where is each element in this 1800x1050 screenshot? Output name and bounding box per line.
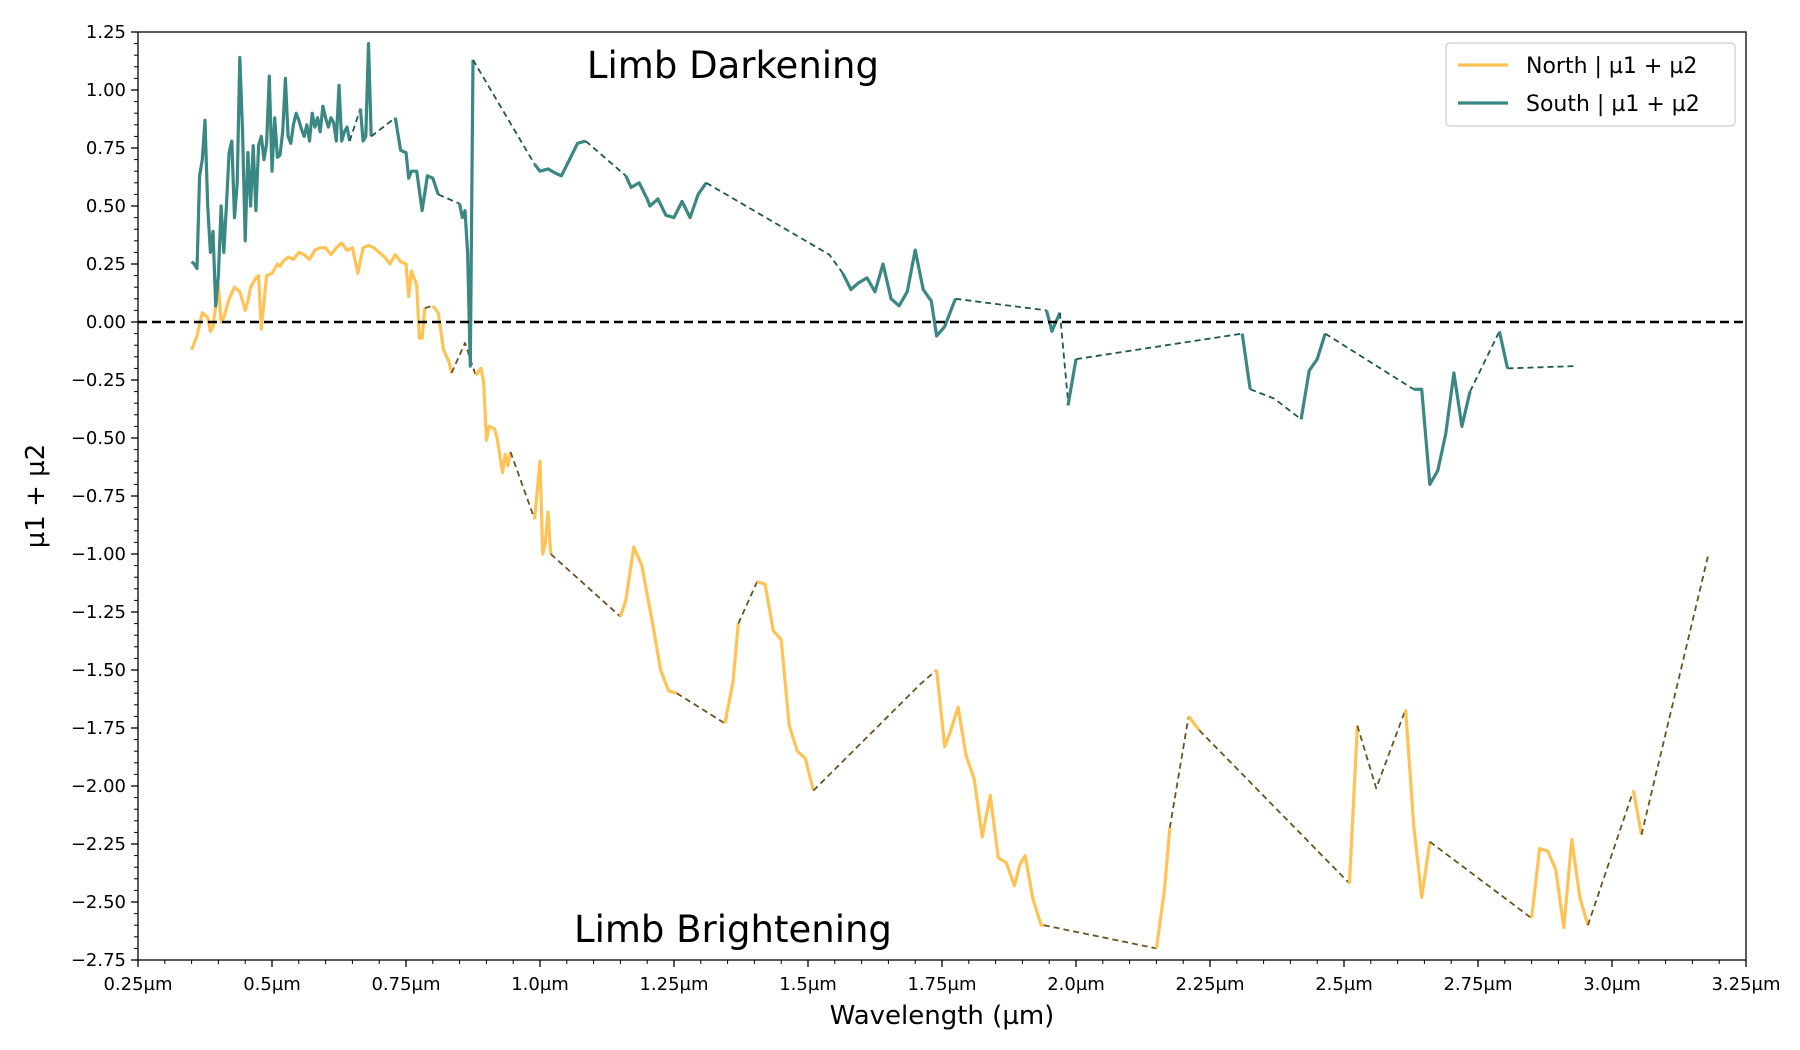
north-solid-segment xyxy=(190,241,427,351)
x-tick-label: 2.25µm xyxy=(1175,974,1244,995)
south-dashed-segment xyxy=(1324,332,1415,391)
north-solid-segment xyxy=(474,366,513,475)
y-tick-label: −2.50 xyxy=(71,892,126,913)
x-tick-label: 1.5µm xyxy=(779,974,837,995)
north-dashed-segment xyxy=(1429,840,1533,919)
south-solid-segment xyxy=(190,55,352,308)
south-solid-segment xyxy=(393,117,440,213)
north-solid-segment xyxy=(1631,790,1644,835)
legend-entry-south: South | µ1 + µ2 xyxy=(1526,92,1700,117)
north-dashed-segment xyxy=(1587,790,1635,926)
south-dashed-segment xyxy=(585,140,627,177)
south-solid-segment xyxy=(1066,358,1078,406)
north-dashed-segment xyxy=(737,581,758,624)
north-dashed-segment xyxy=(509,451,536,520)
y-tick-label: −0.75 xyxy=(71,486,126,507)
north-dashed-segment xyxy=(812,669,938,792)
x-tick-label: 0.75µm xyxy=(371,974,440,995)
legend: North | µ1 + µ2 South | µ1 + µ2 xyxy=(1445,42,1736,127)
y-tick-label: −2.25 xyxy=(71,834,126,855)
north-dashed-segment xyxy=(1043,924,1157,950)
north-solid-segment xyxy=(431,304,454,374)
north-solid-segment xyxy=(533,459,553,556)
x-tick-label: 2.5µm xyxy=(1315,974,1373,995)
south-solid-segment xyxy=(1240,333,1252,390)
north-solid-segment xyxy=(1530,837,1590,930)
y-tick-label: −1.00 xyxy=(71,544,126,565)
south-solid-segment xyxy=(841,248,957,338)
north-solid-segment xyxy=(756,580,815,791)
y-tick-label: 0.00 xyxy=(86,312,126,333)
north-solid-segment xyxy=(1404,709,1432,900)
x-tick-label: 1.0µm xyxy=(511,974,569,995)
south-dashed-segment xyxy=(1075,332,1243,360)
y-tick-label: −0.50 xyxy=(71,428,126,449)
north-solid-segment xyxy=(1187,715,1201,732)
north-solid-segment xyxy=(723,623,740,724)
y-tick-label: 0.75 xyxy=(86,138,126,159)
south-dashed-segment xyxy=(1249,388,1302,421)
x-axis: 0.25µm 0.5µm 0.75µm 1.0µm 1.25µm 1.5µm 1.75µm 2… xyxy=(103,960,1781,995)
south-dashed-segment xyxy=(370,117,396,138)
north-dashed-segment xyxy=(1198,729,1351,885)
x-tick-label: 0.25µm xyxy=(103,974,172,995)
y-tick-label: −0.25 xyxy=(71,370,126,391)
annotation-limb-brightening: Limb Brightening xyxy=(574,908,892,951)
south-dashed-segment xyxy=(705,182,844,274)
south-solid-segment xyxy=(1044,309,1062,333)
y-tick-label: 0.50 xyxy=(86,196,126,217)
south-dashed-segment xyxy=(437,193,460,205)
plot-frame xyxy=(137,31,1747,961)
north-dashed-segment xyxy=(1356,709,1407,790)
y-tick-label: −2.00 xyxy=(71,776,126,797)
north-dashed-segment xyxy=(550,553,622,618)
south-dashed-segment xyxy=(472,59,536,165)
x-tick-label: 3.0µm xyxy=(1583,974,1641,995)
north-solid-segment xyxy=(1347,725,1359,884)
x-tick-label: 1.75µm xyxy=(907,974,976,995)
series-south xyxy=(190,41,1575,486)
south-solid-segment xyxy=(358,41,373,143)
south-solid-segment xyxy=(1413,371,1472,486)
south-dashed-segment xyxy=(955,297,1047,312)
south-dashed-segment xyxy=(1469,330,1501,392)
x-tick-label: 0.5µm xyxy=(243,974,301,995)
x-tick-label: 2.0µm xyxy=(1047,974,1105,995)
south-dashed-segment xyxy=(1059,312,1069,401)
north-dashed-segment xyxy=(450,341,477,376)
series-north xyxy=(190,241,1710,950)
south-dashed-segment xyxy=(348,108,362,142)
y-tick-label: −1.50 xyxy=(71,660,126,681)
x-tick-label: 2.75µm xyxy=(1443,974,1512,995)
north-dashed-segment xyxy=(424,304,434,309)
legend-box xyxy=(1445,42,1736,127)
south-dashed-segment xyxy=(1507,365,1575,370)
north-solid-segment xyxy=(1154,827,1172,949)
x-tick-label: 1.25µm xyxy=(639,974,708,995)
south-solid-segment xyxy=(1497,330,1510,369)
annotation-limb-darkening: Limb Darkening xyxy=(587,44,879,87)
y-axis-label: µ1 + µ2 xyxy=(21,444,51,548)
north-dashed-segment xyxy=(1168,716,1190,828)
y-axis: 1.25 1.00 0.75 0.50 0.25 0.00 −0.25 −0.50 −0.75 −… xyxy=(71,22,138,971)
y-tick-label: 1.25 xyxy=(86,22,126,43)
north-dashed-segment xyxy=(1640,553,1710,835)
north-solid-segment xyxy=(935,669,1044,927)
south-solid-segment xyxy=(533,139,587,178)
y-tick-label: 1.00 xyxy=(86,80,126,101)
x-axis-label: Wavelength (µm) xyxy=(830,1001,1055,1031)
south-solid-segment xyxy=(624,175,708,220)
x-tick-label: 3.25µm xyxy=(1711,974,1780,995)
north-solid-segment xyxy=(618,545,678,695)
south-solid-segment xyxy=(458,59,475,368)
north-dashed-segment xyxy=(676,692,726,725)
legend-entry-north: North | µ1 + µ2 xyxy=(1526,54,1697,79)
y-tick-label: −1.75 xyxy=(71,718,126,739)
series-layer xyxy=(190,41,1710,950)
y-tick-label: 0.25 xyxy=(86,254,126,275)
south-solid-segment xyxy=(1299,333,1327,420)
y-tick-label: −2.75 xyxy=(71,950,126,971)
y-tick-label: −1.25 xyxy=(71,602,126,623)
